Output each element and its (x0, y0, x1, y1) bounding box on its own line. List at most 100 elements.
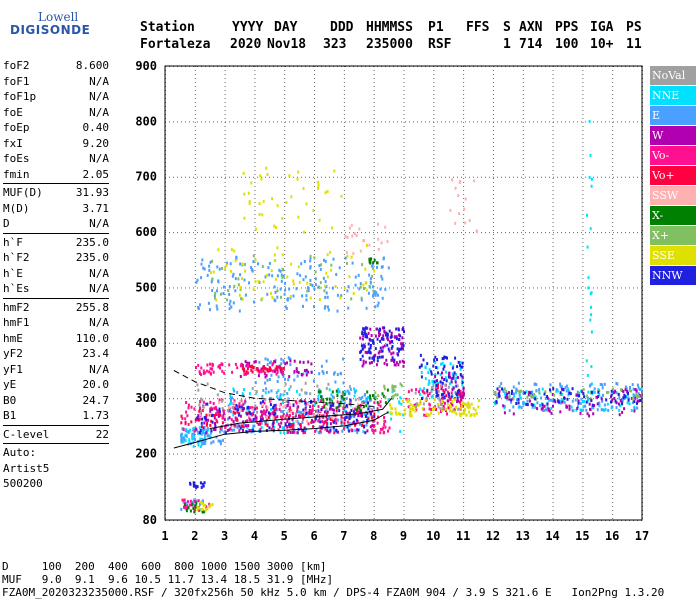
data-point (299, 273, 302, 277)
data-point (347, 285, 350, 289)
grid-dot (403, 82, 405, 83)
param-value: 23.4 (82, 347, 110, 360)
data-point (251, 269, 254, 273)
grid-dot (582, 470, 584, 471)
grid-dot (345, 176, 346, 178)
data-point (577, 405, 579, 409)
data-point (317, 398, 320, 401)
grid-dot (433, 194, 435, 195)
data-point (350, 223, 353, 227)
auto-text: 500200 (3, 477, 43, 490)
data-point (336, 400, 339, 404)
grid-dot (465, 176, 466, 178)
grid-dot (305, 342, 306, 344)
grid-dot (433, 254, 435, 255)
header-label: DDD (330, 20, 354, 35)
grid-dot (373, 514, 375, 515)
data-point (399, 430, 402, 433)
grid-dot (194, 198, 196, 199)
grid-dot (314, 294, 316, 295)
grid-dot (224, 214, 226, 215)
grid-dot (194, 106, 196, 107)
data-point (231, 370, 234, 374)
data-point (181, 416, 184, 420)
grid-dot (421, 287, 422, 289)
grid-dot (343, 466, 345, 467)
grid-dot (522, 454, 524, 455)
data-point (336, 373, 339, 377)
grid-dot (343, 230, 345, 231)
grid-dot (373, 176, 374, 178)
grid-dot (305, 232, 306, 234)
grid-dot (345, 232, 346, 234)
grid-dot (492, 86, 494, 87)
data-point (369, 414, 372, 418)
grid-dot (465, 232, 466, 234)
data-point (354, 428, 357, 432)
data-point (233, 401, 236, 405)
param-row: C-level 22 (3, 427, 109, 443)
grid-dot (582, 354, 584, 355)
grid-dot (403, 94, 405, 95)
grid-dot (582, 70, 584, 71)
data-point (398, 333, 400, 337)
param-name: yF2 (3, 347, 23, 360)
data-point (314, 419, 317, 423)
data-point (194, 500, 197, 503)
grid-dot (433, 234, 435, 235)
data-point (207, 301, 210, 305)
data-point (346, 415, 349, 419)
data-point (615, 401, 618, 405)
grid-dot (582, 202, 584, 203)
data-point (446, 399, 449, 403)
grid-dot (397, 287, 398, 289)
grid-dot (314, 238, 316, 239)
grid-dot (181, 121, 182, 123)
grid-dot (612, 382, 614, 383)
data-point (344, 390, 347, 394)
grid-dot (343, 462, 345, 463)
grid-dot (601, 121, 602, 123)
data-point (268, 378, 271, 381)
grid-dot (314, 378, 316, 379)
grid-dot (403, 226, 405, 227)
header-label: PPS (555, 20, 579, 35)
data-point (356, 428, 359, 432)
data-point (236, 423, 239, 426)
grid-dot (343, 514, 345, 515)
data-point (373, 401, 376, 405)
grid-dot (552, 182, 554, 183)
data-point (261, 394, 264, 398)
data-point (197, 307, 200, 311)
grid-dot (552, 482, 554, 483)
grid-dot (284, 194, 286, 195)
data-point (359, 397, 362, 401)
grid-dot (273, 287, 274, 289)
grid-dot (582, 438, 584, 439)
data-point (559, 384, 562, 388)
grid-dot (417, 121, 418, 123)
data-point (217, 365, 220, 369)
data-point (241, 408, 244, 412)
grid-dot (457, 453, 458, 455)
data-point (194, 438, 196, 441)
grid-dot (537, 398, 538, 400)
data-point (305, 294, 308, 298)
grid-dot (433, 398, 434, 400)
grid-dot (537, 453, 538, 455)
grid-dot (612, 118, 614, 119)
header-label: S (503, 20, 511, 35)
grid-dot (492, 334, 494, 335)
data-point (370, 416, 373, 420)
grid-dot (522, 202, 524, 203)
data-point (264, 391, 267, 395)
grid-dot (492, 294, 494, 295)
data-point (201, 409, 204, 412)
grid-dot (189, 453, 190, 455)
data-point (445, 394, 448, 398)
grid-dot (343, 302, 345, 303)
grid-dot (582, 302, 584, 303)
grid-dot (413, 398, 414, 400)
data-point (637, 386, 640, 390)
